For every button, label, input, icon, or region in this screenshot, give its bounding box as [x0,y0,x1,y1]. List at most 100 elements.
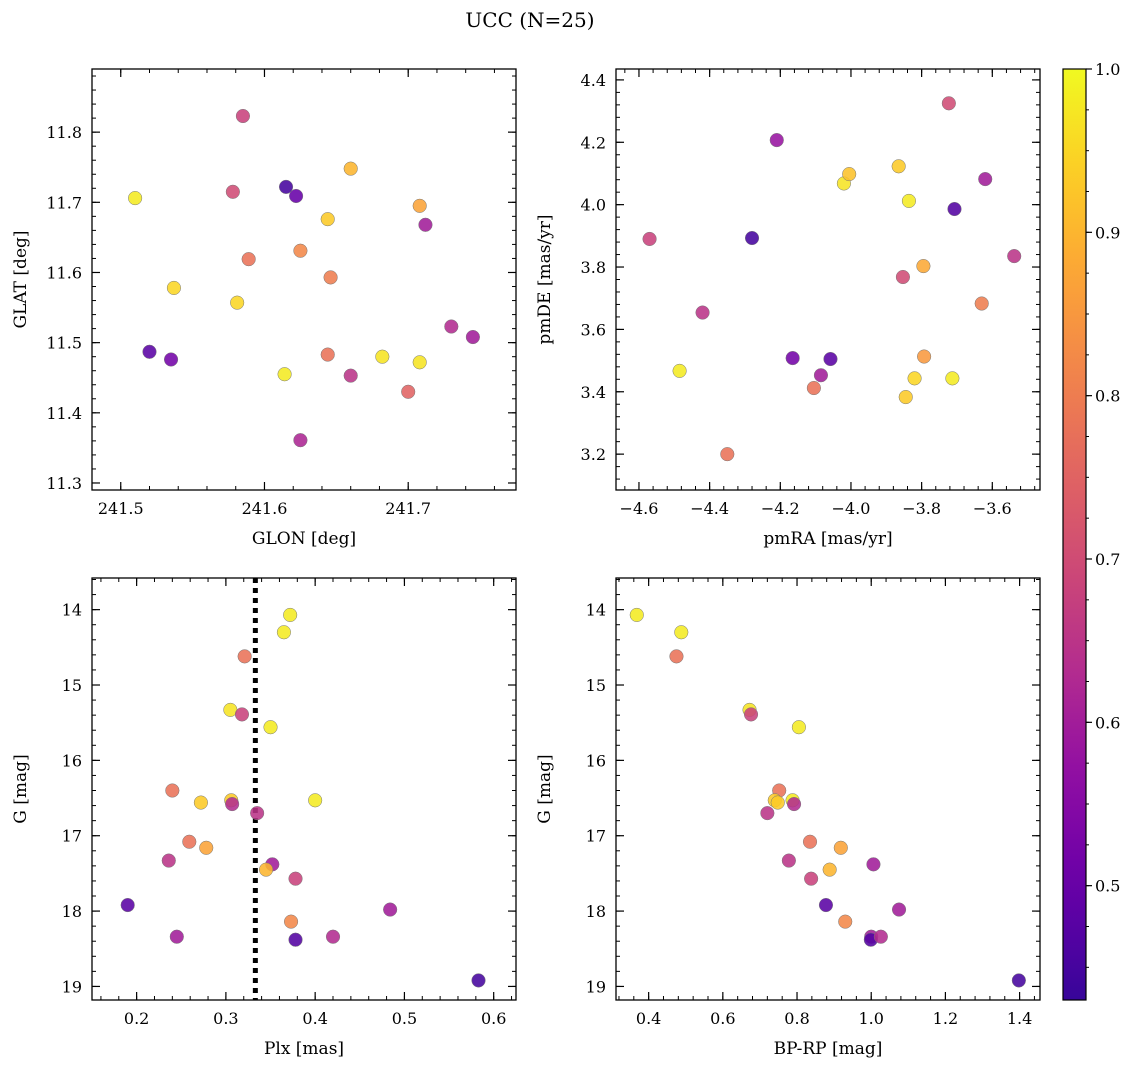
scatter-point [320,347,335,362]
scatter-point [142,344,157,359]
scatter-point [978,172,993,187]
axes-frame [615,68,1041,491]
scatter-point [120,898,135,913]
scatter-point [250,806,265,821]
scatter-point [234,707,250,722]
scatter-point [288,932,303,947]
scatter-points [120,607,486,988]
scatter-point [128,191,143,206]
scatter-point [343,368,358,383]
scatter-point [674,625,689,640]
panel-bottom-left: 0.2 0.3 0.4 0.5 0.6 14 15 16 17 18 19 Plx [mas] G [m… [11,577,517,1059]
minor-ticks [616,578,1040,1000]
scatter-point [866,857,881,872]
scatter-point [669,649,684,664]
colorbar-tick-label: 0.7 [1095,550,1120,569]
axes-frame [91,577,517,1001]
scatter-point [199,840,214,855]
x-tick-label: 241.6 [242,499,288,518]
y-tick-label: 3.8 [581,258,606,277]
x-tick-label: 0.4 [636,1009,661,1028]
scatter-point [165,783,180,798]
panels: 241.5 241.6 241.7 11.3 11.4 11.5 11.6 11.7 11.8 G… [11,68,1041,1059]
scatter-point [781,853,796,868]
scatter-point [225,797,240,812]
scatter-point [769,133,784,148]
scatter-point [284,914,299,929]
scatter-point [947,201,962,217]
scatter-point [343,161,358,176]
x-tick-label: 0.6 [710,1009,735,1028]
panel-bottom-right: 0.4 0.6 0.8 1.0 1.2 1.4 14 15 16 17 18 19 BP-RP [mag… [535,577,1041,1059]
minor-ticks [92,69,516,490]
scatter-point [278,179,294,194]
scatter-point [898,390,913,405]
scatter-point [225,184,240,199]
scatter-point [785,351,800,366]
x-tick-label: 0.8 [784,1009,809,1028]
x-tick-label: −4.0 [832,499,871,518]
scatter-point [744,230,760,246]
y-axis-label: pmDE [mas/yr] [535,214,555,344]
minor-ticks [616,69,1040,490]
scatter-point [804,871,819,886]
scatter-point [813,368,828,383]
colorbar-tick-label: 0.9 [1095,223,1120,242]
scatter-point [166,280,181,295]
scatter-point [288,871,303,886]
colorbar-tick-label: 0.8 [1095,387,1120,406]
scatter-point [383,902,398,917]
x-tick-label: −4.4 [690,499,729,518]
x-tick-label: −4.6 [620,499,659,518]
scatter-point [325,929,341,944]
scatter-point [891,159,906,174]
x-tick-label: 0.4 [302,1009,327,1028]
y-tick-label: 16 [62,751,82,770]
y-axis-label: GLAT [deg] [11,230,31,328]
scatter-point [412,198,427,213]
x-tick-label: 1.4 [1007,1009,1032,1028]
scatter-point [642,231,657,247]
colorbar: 0.5 0.6 0.7 0.8 0.9 1.0 [1062,60,1120,1001]
x-axis-label: GLON [deg] [252,529,356,549]
y-tick-label: 19 [62,977,82,996]
scatter-point [1007,249,1022,264]
colorbar-tick-label: 0.5 [1095,877,1120,896]
scatter-point [241,252,256,267]
scatter-point [672,363,687,378]
axes-frame [615,577,1041,1001]
scatter-point [974,296,989,311]
y-tick-label: 3.6 [581,320,606,339]
minor-ticks [92,578,516,1000]
scatter-point [945,371,960,386]
scatter-point [401,384,416,399]
scatter-point [895,269,910,285]
y-tick-label: 11.4 [46,404,82,423]
x-tick-label: 241.5 [98,499,144,518]
y-tick-label: 16 [586,751,606,770]
x-axis-label: BP-RP [mag] [774,1039,883,1059]
x-tick-label: 1.2 [933,1009,958,1028]
scatter-point [263,720,278,735]
scatter-point [791,720,806,735]
scatter-point [289,188,304,204]
scatter-point [838,914,853,929]
scatter-point [907,371,922,386]
colorbar-gradient [1062,68,1087,1001]
scatter-point [891,902,907,917]
scatter-point [901,193,916,208]
scatter-point [444,319,459,334]
x-tick-label: 0.3 [213,1009,238,1028]
scatter-point [842,167,857,182]
scatter-point [806,380,821,396]
y-tick-label: 15 [586,676,606,695]
scatter-point [465,329,480,345]
scatter-point [323,270,338,285]
x-tick-label: −3.8 [902,499,941,518]
y-axis-label: G [mag] [535,754,555,823]
scatter-point [412,355,427,370]
scatter-point [818,898,834,913]
scatter-point [164,352,179,367]
panel-top-left: 241.5 241.6 241.7 11.3 11.4 11.5 11.6 11.7 11.8 G… [11,68,517,549]
